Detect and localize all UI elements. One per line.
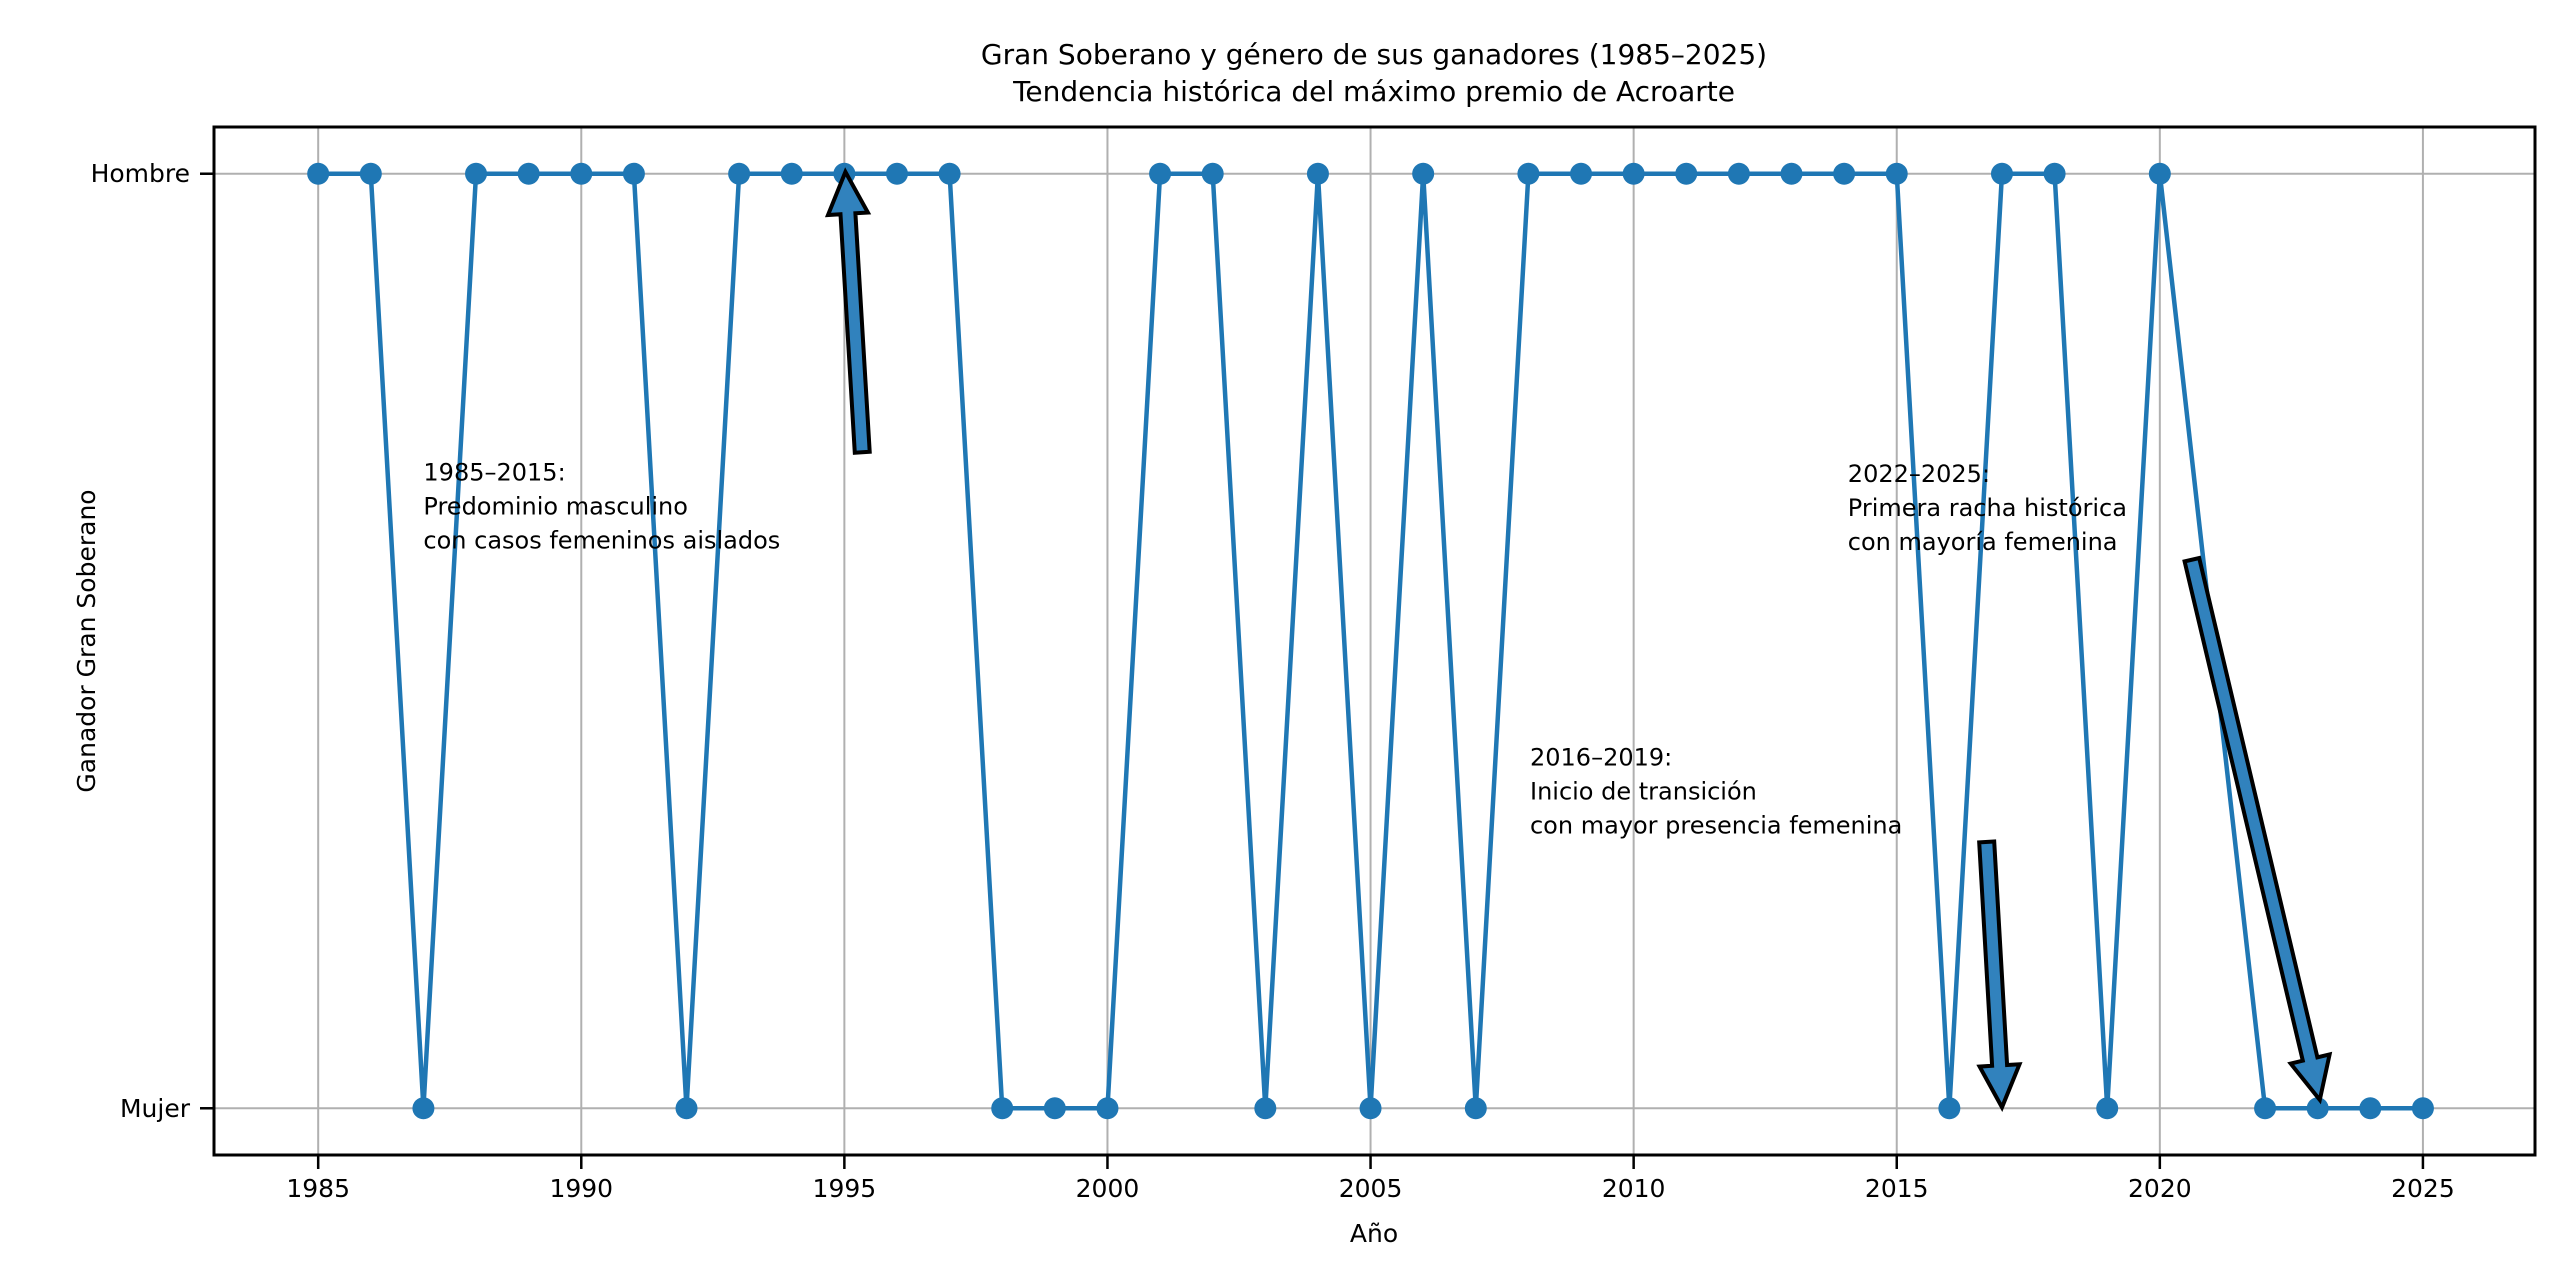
data-point-2015-hombre bbox=[1885, 162, 1908, 185]
data-point-2008-hombre bbox=[1517, 162, 1540, 185]
x-tick-label: 2015 bbox=[1865, 1174, 1929, 1203]
y-tick-label-mujer: Mujer bbox=[120, 1094, 191, 1123]
data-point-2003-mujer bbox=[1254, 1097, 1277, 1120]
data-point-2006-hombre bbox=[1412, 162, 1435, 185]
data-point-2023-mujer bbox=[2306, 1097, 2329, 1120]
data-point-1990-hombre bbox=[570, 162, 593, 185]
era-2022-2025-line: Primera racha histórica bbox=[1848, 494, 2127, 522]
data-point-2010-hombre bbox=[1622, 162, 1645, 185]
x-tick-labels: 1985 1990 1995 2000 2005 2010 2015 2020 2025 bbox=[286, 1174, 2454, 1203]
annotation-texts: 1985–2015: Predominio masculino con casos … bbox=[423, 458, 2127, 839]
era-2022-2025-line: con mayoría femenina bbox=[1848, 528, 2118, 556]
plot-border bbox=[212, 125, 2537, 1157]
arrow-up-1995 bbox=[824, 167, 872, 455]
data-series bbox=[307, 162, 2434, 1120]
data-point-2013-hombre bbox=[1780, 162, 1803, 185]
data-point-2016-mujer bbox=[1938, 1097, 1961, 1120]
data-point-1992-mujer bbox=[675, 1097, 698, 1120]
era-2016-2019-line: Inicio de transición bbox=[1530, 777, 1757, 805]
data-point-2022-mujer bbox=[2254, 1097, 2277, 1120]
data-point-1988-hombre bbox=[465, 162, 488, 185]
data-point-2002-hombre bbox=[1201, 162, 1224, 185]
annotation-arrows bbox=[824, 167, 2333, 1112]
data-point-1985-hombre bbox=[307, 162, 330, 185]
data-point-1987-mujer bbox=[412, 1097, 435, 1120]
series-line bbox=[318, 171, 2423, 1111]
data-point-1986-hombre bbox=[359, 162, 382, 185]
data-point-1997-hombre bbox=[938, 162, 961, 185]
data-point-2001-hombre bbox=[1149, 162, 1172, 185]
data-point-2014-hombre bbox=[1833, 162, 1856, 185]
data-point-2007-mujer bbox=[1464, 1097, 1487, 1120]
data-point-2004-hombre bbox=[1306, 162, 1329, 185]
data-point-2011-hombre bbox=[1675, 162, 1698, 185]
data-point-2012-hombre bbox=[1727, 162, 1750, 185]
x-tick-label: 1985 bbox=[286, 1174, 350, 1203]
data-point-1998-mujer bbox=[991, 1097, 1014, 1120]
era-2022-2025-line: 2022–2025: bbox=[1848, 460, 1990, 488]
chart-title: Gran Soberano y género de sus ganadores … bbox=[981, 38, 1767, 71]
data-point-1994-hombre bbox=[780, 162, 803, 185]
data-point-2017-hombre bbox=[1990, 162, 2013, 185]
chart-subtitle: Tendencia histórica del máximo premio de… bbox=[1012, 75, 1735, 108]
data-point-2020-hombre bbox=[2148, 162, 2171, 185]
data-point-1999-mujer bbox=[1043, 1097, 1066, 1120]
x-tick-label: 2020 bbox=[2128, 1174, 2192, 1203]
era-2016-2019-line: con mayor presencia femenina bbox=[1530, 811, 1902, 839]
data-point-2019-mujer bbox=[2096, 1097, 2119, 1120]
data-point-1996-hombre bbox=[885, 162, 908, 185]
data-point-2000-mujer bbox=[1096, 1097, 1119, 1120]
x-tick-label: 2025 bbox=[2391, 1174, 2455, 1203]
era-2016-2019-line: 2016–2019: bbox=[1530, 743, 1672, 771]
data-point-1993-hombre bbox=[728, 162, 751, 185]
x-axis-label: Año bbox=[1350, 1219, 1398, 1248]
x-tick-label: 2005 bbox=[1339, 1174, 1403, 1203]
era-1985-2015-line: Predominio masculino bbox=[423, 492, 688, 520]
y-tick-label-hombre: Hombre bbox=[91, 159, 190, 188]
y-axis-label: Ganador Gran Soberano bbox=[72, 489, 101, 792]
x-tick-label: 1990 bbox=[549, 1174, 613, 1203]
data-point-1989-hombre bbox=[517, 162, 540, 185]
x-tick-label: 1995 bbox=[813, 1174, 877, 1203]
arrow-down-2023 bbox=[2182, 555, 2333, 1105]
x-tick-label: 2010 bbox=[1602, 1174, 1666, 1203]
data-point-2018-hombre bbox=[2043, 162, 2066, 185]
era-1985-2015-line: 1985–2015: bbox=[423, 458, 565, 486]
data-point-2025-mujer bbox=[2411, 1097, 2434, 1120]
data-point-2009-hombre bbox=[1570, 162, 1593, 185]
data-point-1991-hombre bbox=[622, 162, 645, 185]
axes-frame bbox=[200, 125, 2537, 1169]
data-point-2024-mujer bbox=[2359, 1097, 2382, 1120]
arrow-down-2017 bbox=[1976, 839, 2023, 1112]
data-point-2005-mujer bbox=[1359, 1097, 1382, 1120]
era-1985-2015-line: con casos femeninos aislados bbox=[423, 526, 780, 554]
x-tick-label: 2000 bbox=[1076, 1174, 1140, 1203]
